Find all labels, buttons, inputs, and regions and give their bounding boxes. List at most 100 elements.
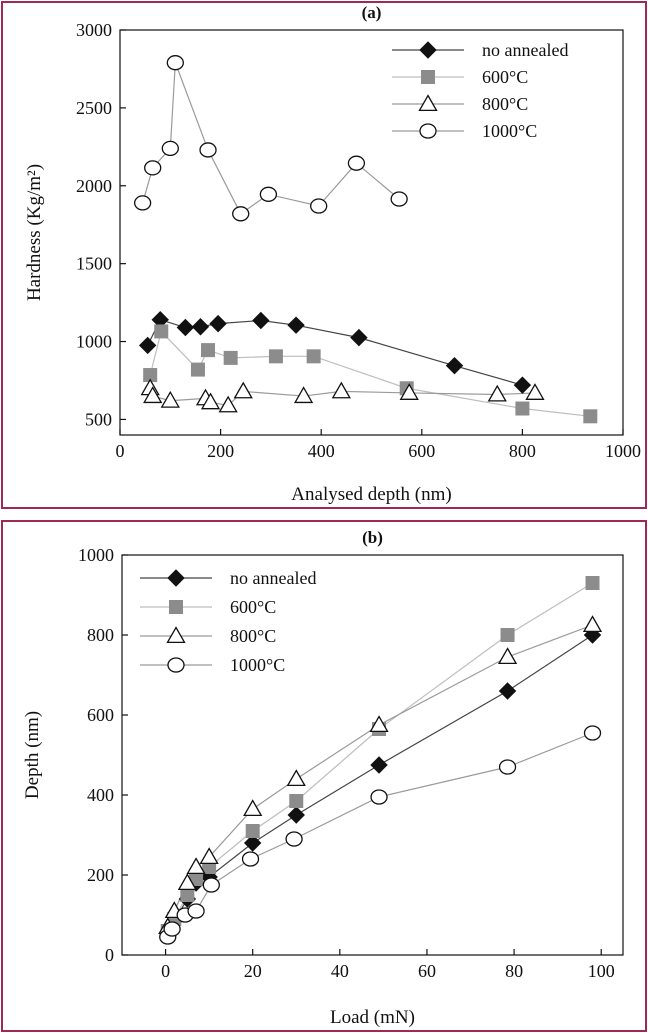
legend-label: 600°C — [230, 597, 276, 617]
x-axis-title: Load (mN) — [330, 1007, 415, 1028]
data-point-s2 — [190, 362, 205, 377]
data-point-s1 — [191, 318, 210, 336]
data-point-s1 — [243, 834, 262, 852]
y-tick-label: 200 — [87, 865, 114, 885]
x-tick-label: 100 — [588, 961, 615, 981]
data-point-s2 — [500, 628, 515, 642]
data-point-s4 — [285, 831, 303, 847]
series-line-2 — [149, 330, 591, 417]
data-point-s3 — [582, 615, 603, 633]
data-point-s3 — [487, 384, 507, 402]
data-point-s4 — [144, 160, 162, 176]
data-point-s4 — [202, 877, 220, 893]
data-point-s2 — [223, 350, 238, 365]
data-point-s3 — [286, 769, 306, 787]
legend-marker — [419, 123, 437, 139]
panel-a-frame — [1, 1, 647, 509]
data-point-s3 — [186, 857, 206, 875]
data-point-s2 — [143, 368, 158, 383]
x-tick-label: 0 — [161, 961, 170, 981]
data-point-s4 — [310, 198, 328, 214]
data-point-s1 — [513, 376, 532, 394]
data-point-s4 — [241, 851, 260, 867]
data-point-s2 — [201, 343, 216, 358]
data-point-s2 — [180, 888, 195, 902]
data-point-s1 — [287, 806, 305, 824]
legend-label: 1000°C — [230, 655, 285, 675]
x-tick-label: 1000 — [605, 441, 641, 461]
data-point-s1 — [138, 336, 157, 355]
legend-marker — [419, 41, 437, 59]
legend-label: 800°C — [230, 626, 276, 646]
legend-marker — [421, 70, 435, 84]
legend-marker — [166, 626, 186, 644]
data-point-s4 — [347, 155, 366, 171]
data-point-s3 — [200, 392, 221, 410]
legend-label: no annealed — [482, 40, 568, 60]
x-tick-label: 800 — [509, 441, 536, 461]
data-point-s4 — [259, 186, 278, 202]
legend-label: 1000°C — [482, 121, 537, 141]
data-point-s3 — [497, 647, 518, 665]
x-tick-label: 40 — [331, 961, 349, 981]
data-point-s4 — [232, 206, 250, 222]
data-point-s1 — [287, 316, 305, 334]
data-point-s2 — [585, 576, 600, 590]
data-point-s3 — [177, 873, 197, 891]
data-point-s4 — [161, 140, 179, 157]
y-tick-label: 800 — [87, 625, 114, 645]
data-point-s1 — [370, 756, 388, 774]
legend-marker — [167, 569, 185, 587]
data-point-s4 — [199, 142, 217, 158]
data-point-s1 — [209, 314, 227, 333]
x-tick-label: 400 — [308, 441, 335, 461]
y-tick-label: 1000 — [78, 545, 114, 565]
y-tick-label: 1000 — [76, 332, 112, 352]
data-point-s3 — [369, 715, 389, 733]
data-point-s4 — [498, 759, 517, 775]
data-point-s4 — [133, 195, 152, 211]
y-axis-title: Hardness (Kg/m²) — [24, 164, 45, 301]
panel-b-frame — [1, 520, 647, 1032]
data-point-s4 — [583, 725, 602, 741]
data-point-s1 — [498, 682, 517, 700]
legend-label: no annealed — [230, 568, 316, 588]
data-point-s2 — [583, 409, 598, 424]
plot-area — [119, 29, 624, 436]
data-point-s1 — [176, 318, 195, 337]
data-point-s3 — [233, 381, 253, 399]
plot-area — [121, 554, 624, 956]
y-tick-label: 400 — [87, 785, 114, 805]
data-point-s2 — [515, 401, 530, 416]
y-tick-label: 2000 — [76, 176, 112, 196]
data-point-s3 — [143, 386, 163, 404]
x-tick-label: 600 — [408, 441, 435, 461]
y-axis-title: Depth (nm) — [22, 711, 43, 799]
data-point-s3 — [160, 390, 180, 408]
data-point-s3 — [293, 386, 314, 404]
data-point-s1 — [252, 311, 270, 330]
data-point-s2 — [268, 349, 283, 364]
legend-marker — [167, 657, 185, 673]
legend-label: 800°C — [482, 94, 528, 114]
x-tick-label: 0 — [116, 441, 125, 461]
y-tick-label: 2500 — [76, 98, 112, 118]
y-tick-label: 0 — [105, 945, 114, 965]
y-tick-label: 500 — [85, 409, 112, 429]
data-point-s2 — [245, 824, 260, 838]
series-line-2 — [167, 582, 593, 932]
y-tick-label: 3000 — [76, 20, 112, 40]
data-point-s3 — [331, 381, 351, 399]
data-point-s4 — [390, 191, 408, 207]
series-line-1 — [147, 319, 523, 386]
y-tick-label: 1500 — [76, 254, 112, 274]
x-tick-label: 200 — [207, 441, 234, 461]
data-point-s1 — [350, 328, 368, 347]
x-axis-title: Analysed depth (nm) — [291, 484, 451, 505]
data-point-s3 — [199, 847, 219, 865]
legend-label: 600°C — [482, 67, 528, 87]
data-point-s4 — [163, 921, 181, 937]
x-tick-label: 60 — [418, 961, 436, 981]
